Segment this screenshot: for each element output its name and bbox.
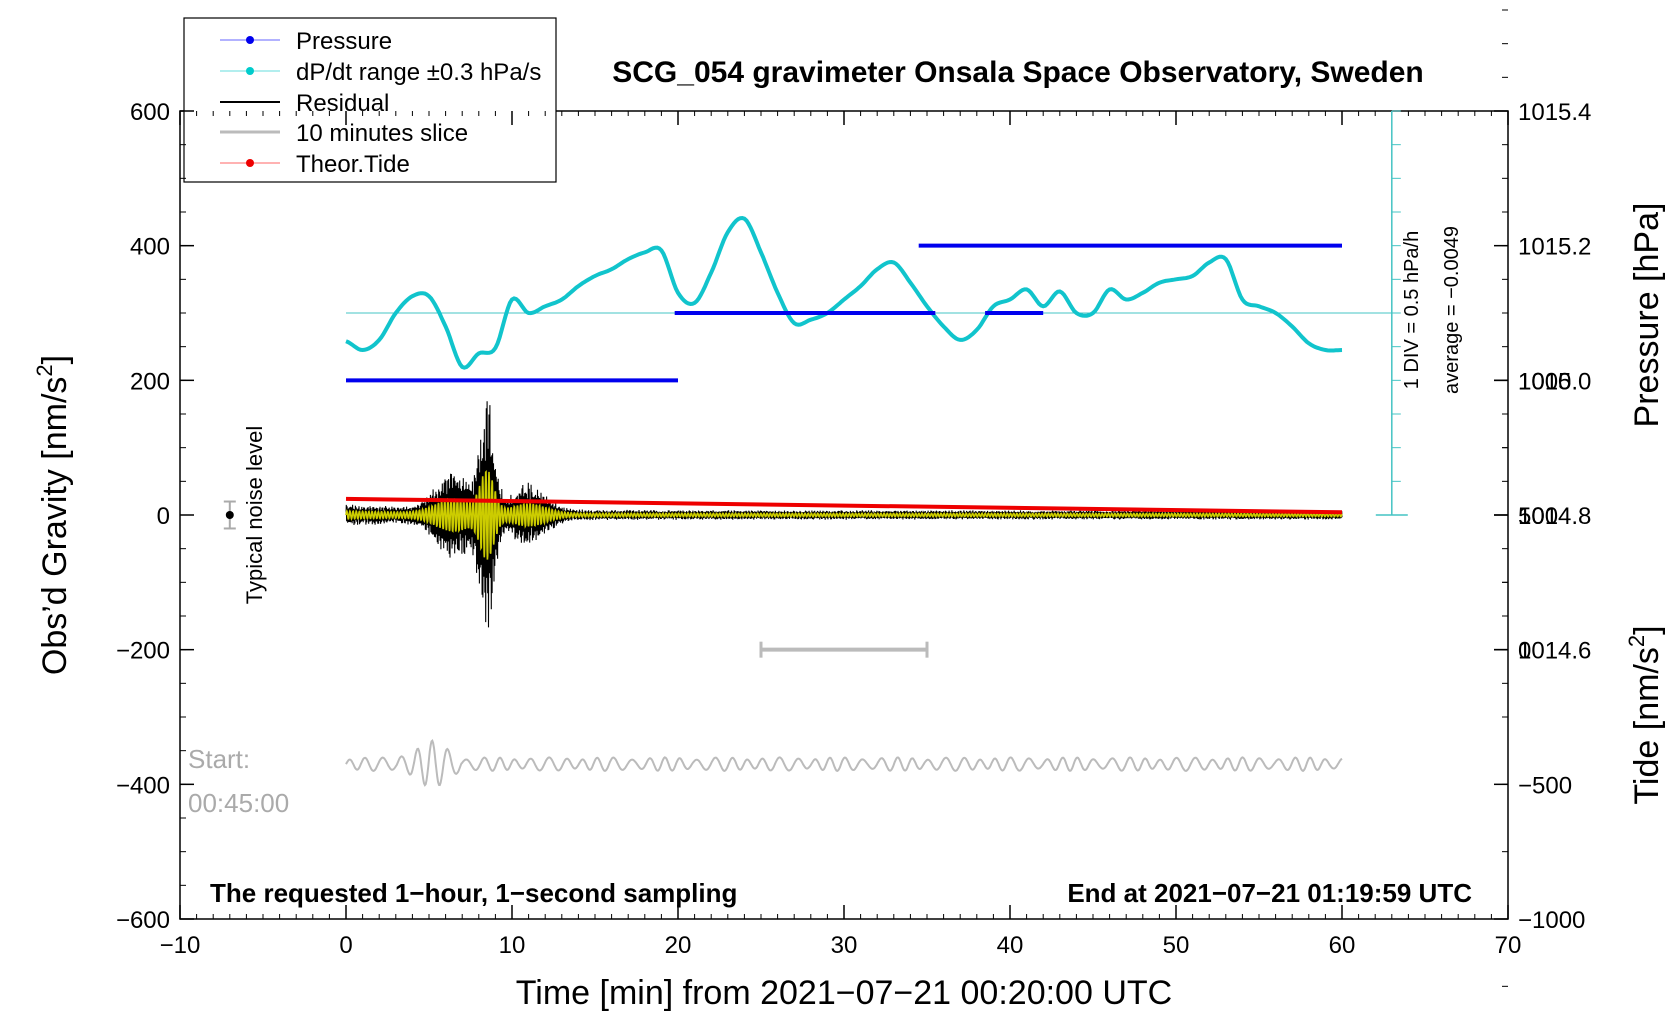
y-tick-label: −200	[116, 638, 170, 665]
x-tick-label: −10	[160, 932, 201, 959]
tide-tick-label: 1000	[1518, 368, 1571, 395]
x-axis-label: Time [min] from 2021−07−21 00:20:00 UTC	[516, 974, 1172, 1012]
filtered-residual-trace	[345, 470, 1343, 560]
tide-tick-label: −1000	[1518, 907, 1585, 934]
x-tick-label: 70	[1495, 932, 1522, 959]
y-axis-label-pressure: Pressure [hPa]	[1628, 203, 1666, 428]
y-tick-label: 0	[157, 503, 170, 530]
pressure-tick-label: 1015.2	[1518, 234, 1591, 261]
pressure-tick-label: 1015.4	[1518, 99, 1591, 126]
pressure-tick-label: 1014.6	[1518, 638, 1591, 665]
tide-tick-label: −500	[1518, 772, 1572, 799]
x-tick-label: 50	[1163, 932, 1190, 959]
annotation-average: average = −0.0049	[1441, 226, 1463, 394]
legend-label-dpdt: dP/dt range ±0.3 hPa/s	[296, 59, 541, 86]
pressure-tick-label: 1015.0	[1518, 368, 1591, 395]
pressure-tick-label: 1014.8	[1518, 503, 1591, 530]
legend-item-slice: 10 minutes slice	[220, 120, 468, 147]
annotation-sampling: The requested 1−hour, 1−second sampling	[210, 878, 737, 908]
legend-item-pressure: Pressure	[220, 28, 392, 55]
y-tick-label: 200	[130, 368, 170, 395]
annotation-end-time: End at 2021−07−21 01:19:59 UTC	[1067, 878, 1472, 908]
legend-item-tide: Theor.Tide	[220, 151, 410, 178]
annotation-div: 1 DIV = 0.5 hPa/h	[1401, 231, 1423, 389]
tide-tick-label: 0	[1518, 638, 1531, 665]
y-tick-label: −400	[116, 772, 170, 799]
x-tick-label: 10	[499, 932, 526, 959]
legend-label-slice: 10 minutes slice	[296, 120, 468, 147]
annotation-noise: Typical noise level	[242, 426, 267, 605]
legend-label-pressure: Pressure	[296, 28, 392, 55]
x-tick-label: 0	[339, 932, 352, 959]
x-tick-label: 60	[1329, 932, 1356, 959]
legend-item-residual: Residual	[220, 90, 389, 117]
legend: Pressure dP/dt range ±0.3 hPa/s Residual…	[183, 17, 557, 183]
tide-trace	[345, 496, 1343, 515]
legend-item-dpdt: dP/dt range ±0.3 hPa/s	[220, 59, 541, 86]
annotation-start-label: Start:	[188, 744, 250, 774]
x-tick-label: 20	[665, 932, 692, 959]
slice-trace	[345, 738, 1343, 787]
x-tick-label: 40	[997, 932, 1024, 959]
y-tick-label: 400	[130, 234, 170, 261]
tide-tick-label: 500	[1518, 503, 1558, 530]
y-axis-label-left: Obs’d Gravity [nm/s2]	[32, 355, 74, 675]
data-layer	[223, 215, 1392, 787]
noise-point	[225, 511, 234, 519]
legend-label-tide: Theor.Tide	[296, 151, 410, 178]
legend-label-residual: Residual	[296, 90, 389, 117]
annotation-start-time: 00:45:00	[188, 788, 289, 818]
y-tick-label: −600	[116, 907, 170, 934]
y-axis-label-tide: Tide [nm/s2]	[1624, 625, 1666, 804]
y-tick-label: 600	[130, 99, 170, 126]
x-tick-label: 30	[831, 932, 858, 959]
axes-layer: −10 0 10 20 30 40 50 60 70 600 400 200 0 −200 −400 −600…	[116, 9, 1591, 987]
chart-title: SCG_054 gravimeter Onsala Space Observat…	[612, 56, 1424, 89]
dpdt-trace	[345, 215, 1343, 370]
